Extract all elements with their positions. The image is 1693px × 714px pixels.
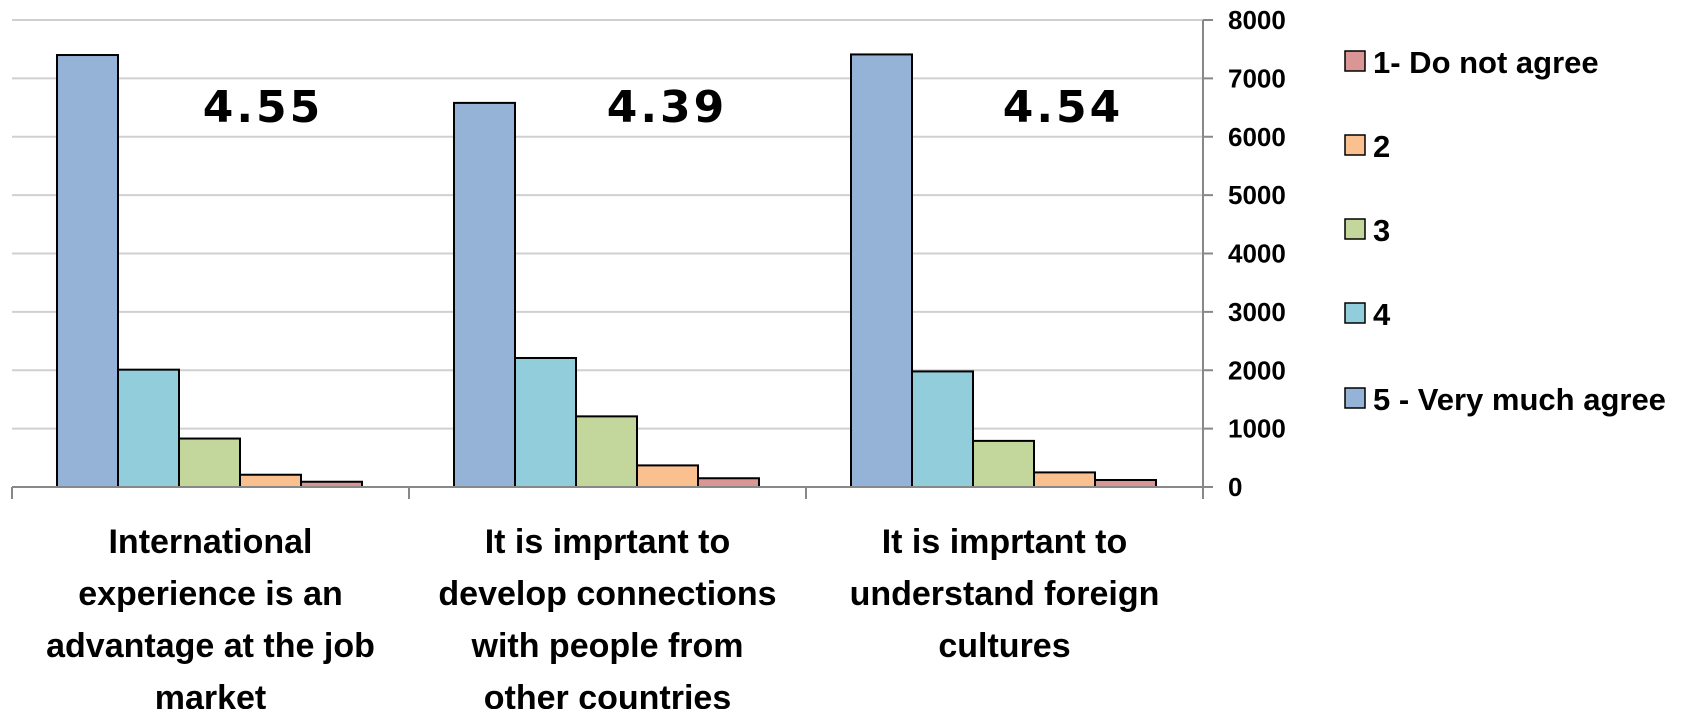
bar-3: [972, 439, 1035, 489]
y-tick-label: 3000: [1228, 297, 1286, 327]
legend-label: 4: [1373, 297, 1391, 332]
mean-score-label: 4.55: [203, 82, 324, 133]
bar-1: [1094, 478, 1157, 488]
y-tick-label: 1000: [1228, 414, 1286, 444]
bar-2: [1033, 471, 1096, 488]
bar-1: [697, 477, 760, 488]
mean-score-label: 4.39: [607, 82, 728, 133]
legend-swatch: [1344, 302, 1366, 324]
bar-5: [56, 54, 119, 489]
x-category-label: develop connections: [438, 575, 776, 613]
bar-4: [117, 368, 180, 489]
x-category-label: other countries: [484, 679, 731, 709]
x-category-label: with people from: [471, 627, 744, 665]
bar-3: [575, 415, 638, 488]
y-tick-label: 7000: [1228, 63, 1286, 93]
x-category-label: market: [155, 679, 267, 709]
bar-2: [239, 473, 302, 488]
x-category-label: It is imprtant to: [882, 523, 1128, 561]
mean-score-label: 4.54: [1003, 82, 1124, 133]
legend-swatch: [1344, 387, 1366, 409]
x-category-label: experience is an: [78, 575, 343, 613]
y-tick-label: 5000: [1228, 180, 1286, 210]
bar-5: [850, 53, 913, 488]
y-tick-label: 8000: [1228, 5, 1286, 35]
legend-label: 3: [1373, 213, 1390, 248]
x-category-label: International: [108, 523, 312, 561]
x-category-label: understand foreign: [850, 575, 1160, 613]
bar-2: [636, 464, 699, 488]
bar-5: [453, 101, 516, 489]
legend-swatch: [1344, 218, 1366, 240]
legend-swatch: [1344, 134, 1366, 156]
bar-3: [178, 437, 241, 488]
x-category-label: cultures: [938, 627, 1070, 665]
bar-4: [514, 356, 577, 488]
bar-4: [911, 370, 974, 489]
legend-label: 2: [1373, 129, 1390, 164]
y-tick-label: 2000: [1228, 355, 1286, 385]
y-tick-label: 6000: [1228, 122, 1286, 152]
legend-label: 1- Do not agree: [1373, 45, 1599, 80]
y-tick-label: 0: [1228, 472, 1242, 502]
x-category-label: It is imprtant to: [485, 523, 731, 561]
x-category-label: advantage at the job: [46, 627, 375, 665]
legend-label: 5 - Very much agree: [1373, 382, 1666, 417]
legend-swatch: [1344, 50, 1366, 72]
y-tick-label: 4000: [1228, 239, 1286, 269]
